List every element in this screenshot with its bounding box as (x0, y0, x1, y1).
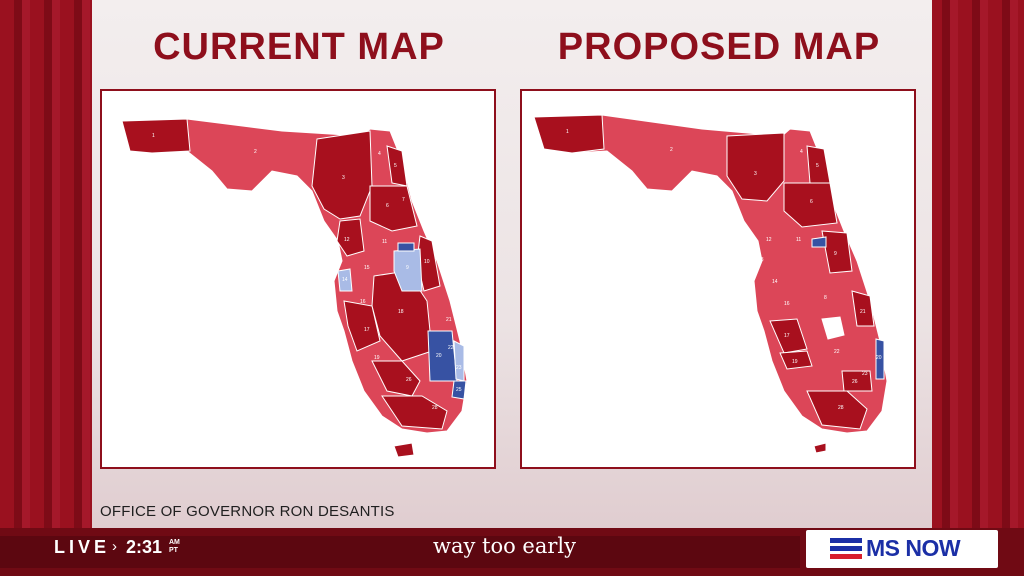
district-labels: 1 2 3 4 5 6 7 9 10 11 12 13 14 15 16 17 … (152, 133, 462, 411)
district-12 (336, 218, 365, 257)
label-1: 1 (566, 129, 569, 135)
label-20: 20 (436, 353, 442, 359)
district-20 (427, 330, 458, 382)
label-10: 10 (424, 259, 430, 265)
label-26: 26 (406, 377, 412, 383)
source-credit: OFFICE OF GOVERNOR RON DESANTIS (100, 503, 395, 520)
label-4: 4 (800, 149, 803, 155)
proposed-florida-map: 1 2 3 4 5 6 8 9 11 12 13 14 16 17 19 20 … (533, 114, 888, 454)
label-11: 11 (796, 237, 801, 243)
label-4: 4 (378, 151, 381, 157)
district-17 (343, 300, 381, 352)
district-9-dark (821, 230, 853, 274)
label-28: 28 (432, 405, 438, 411)
flag-stripes-icon (830, 538, 862, 559)
label-2: 2 (670, 147, 673, 153)
label-22: 22 (448, 345, 454, 351)
label-8: 8 (824, 295, 827, 301)
district-inland (821, 316, 845, 340)
label-23: 23 (862, 371, 868, 377)
label-12: 12 (766, 237, 772, 243)
label-1: 1 (152, 133, 155, 139)
district-17 (769, 318, 808, 354)
label-3: 3 (754, 171, 757, 177)
label-2: 2 (254, 149, 257, 155)
label-28: 28 (838, 405, 844, 411)
label-13: 13 (336, 255, 342, 261)
label-9: 9 (834, 251, 837, 257)
district-9 (393, 248, 423, 292)
district-26 (841, 370, 873, 392)
district-14 (337, 268, 353, 292)
left-decorative-stripes (0, 0, 96, 528)
district-23 (453, 340, 465, 382)
label-16: 16 (784, 301, 790, 307)
district-blue-coast (875, 338, 885, 380)
label-14: 14 (342, 277, 348, 283)
label-17: 17 (364, 327, 370, 333)
florida-base (533, 114, 888, 434)
label-19: 19 (374, 355, 380, 361)
district-28 (381, 395, 448, 430)
current-map-title: CURRENT MAP (153, 26, 445, 68)
label-23: 23 (456, 365, 462, 371)
label-3: 3 (342, 175, 345, 181)
current-florida-map: 1 2 3 4 5 6 7 9 10 11 12 13 14 15 16 17 … (121, 118, 468, 458)
time-zone: AM PT (169, 539, 180, 555)
district-3 (726, 132, 785, 202)
label-9: 9 (406, 265, 409, 271)
live-indicator: LIVE (54, 537, 111, 557)
label-21: 21 (446, 317, 452, 323)
label-5: 5 (394, 163, 397, 169)
label-6: 6 (386, 203, 389, 209)
district-1 (121, 118, 191, 154)
florida-keys (813, 442, 827, 454)
label-26: 26 (852, 379, 858, 385)
district-6 (369, 185, 418, 232)
label-6: 6 (810, 199, 813, 205)
ticker-band (0, 536, 800, 568)
label-19: 19 (792, 359, 798, 365)
label-16: 16 (360, 299, 366, 305)
district-10-blue (397, 242, 415, 252)
label-14: 14 (772, 279, 778, 285)
right-decorative-stripes (928, 0, 1024, 528)
proposed-map-frame: 1 2 3 4 5 6 8 9 11 12 13 14 16 17 19 20 … (520, 89, 916, 469)
chevron-right-icon: › (112, 538, 117, 555)
am-label: AM (169, 539, 180, 546)
pt-label: PT (169, 547, 178, 554)
proposed-map-title: PROPOSED MAP (557, 26, 881, 68)
label-22: 22 (834, 349, 840, 355)
district-25 (451, 380, 467, 400)
label-21: 21 (860, 309, 866, 315)
label-15: 15 (364, 265, 370, 271)
show-name: way too early (433, 534, 577, 558)
district-6 (783, 182, 838, 228)
label-20: 20 (876, 355, 882, 361)
label-18: 18 (398, 309, 404, 315)
district-3 (311, 130, 373, 220)
district-28 (806, 390, 868, 430)
district-26 (371, 360, 421, 397)
label-12: 12 (344, 237, 350, 243)
label-17: 17 (784, 333, 790, 339)
label-25: 25 (456, 387, 462, 393)
label-5: 5 (816, 163, 819, 169)
label-13: 13 (758, 257, 764, 263)
clock-time: 2:31 (126, 537, 163, 557)
current-map-frame: 1 2 3 4 5 6 7 9 10 11 12 13 14 15 16 17 … (100, 89, 496, 469)
district-21-dark (851, 290, 875, 327)
district-1 (533, 114, 605, 154)
florida-keys (393, 442, 415, 458)
district-labels: 1 2 3 4 5 6 8 9 11 12 13 14 16 17 19 20 … (566, 129, 882, 411)
label-11: 11 (382, 239, 387, 245)
district-19 (779, 350, 813, 370)
district-blue-orlando (811, 236, 827, 248)
network-name: MS NOW (866, 535, 961, 561)
label-7: 7 (402, 197, 405, 203)
network-logo: MS NOW (806, 530, 998, 568)
